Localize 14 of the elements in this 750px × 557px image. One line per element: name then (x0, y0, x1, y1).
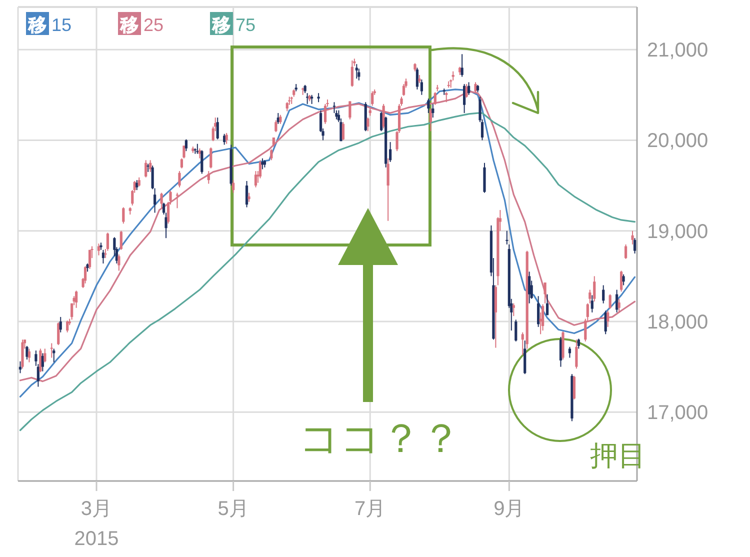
annotation: 押目 (590, 440, 646, 471)
y-tick-label: 17,000 (647, 402, 708, 424)
text: 移 15 (28, 15, 72, 35)
text: 移 75 (212, 15, 256, 35)
y-tick-label: 18,000 (647, 311, 708, 334)
annotation: ココ？？ (299, 417, 461, 461)
x-tick-label: 7月 (354, 498, 386, 520)
x-tick-label: 5月 (218, 498, 249, 520)
y-tick-label: 19,000 (647, 220, 708, 243)
y-tick-label: 20,000 (647, 130, 708, 152)
x-tick-label: 9月 (494, 498, 525, 520)
y-tick-label: 21,000 (647, 40, 708, 62)
x-tick-label: 3月 2015 (74, 498, 119, 550)
text: 移 25 (120, 15, 164, 35)
